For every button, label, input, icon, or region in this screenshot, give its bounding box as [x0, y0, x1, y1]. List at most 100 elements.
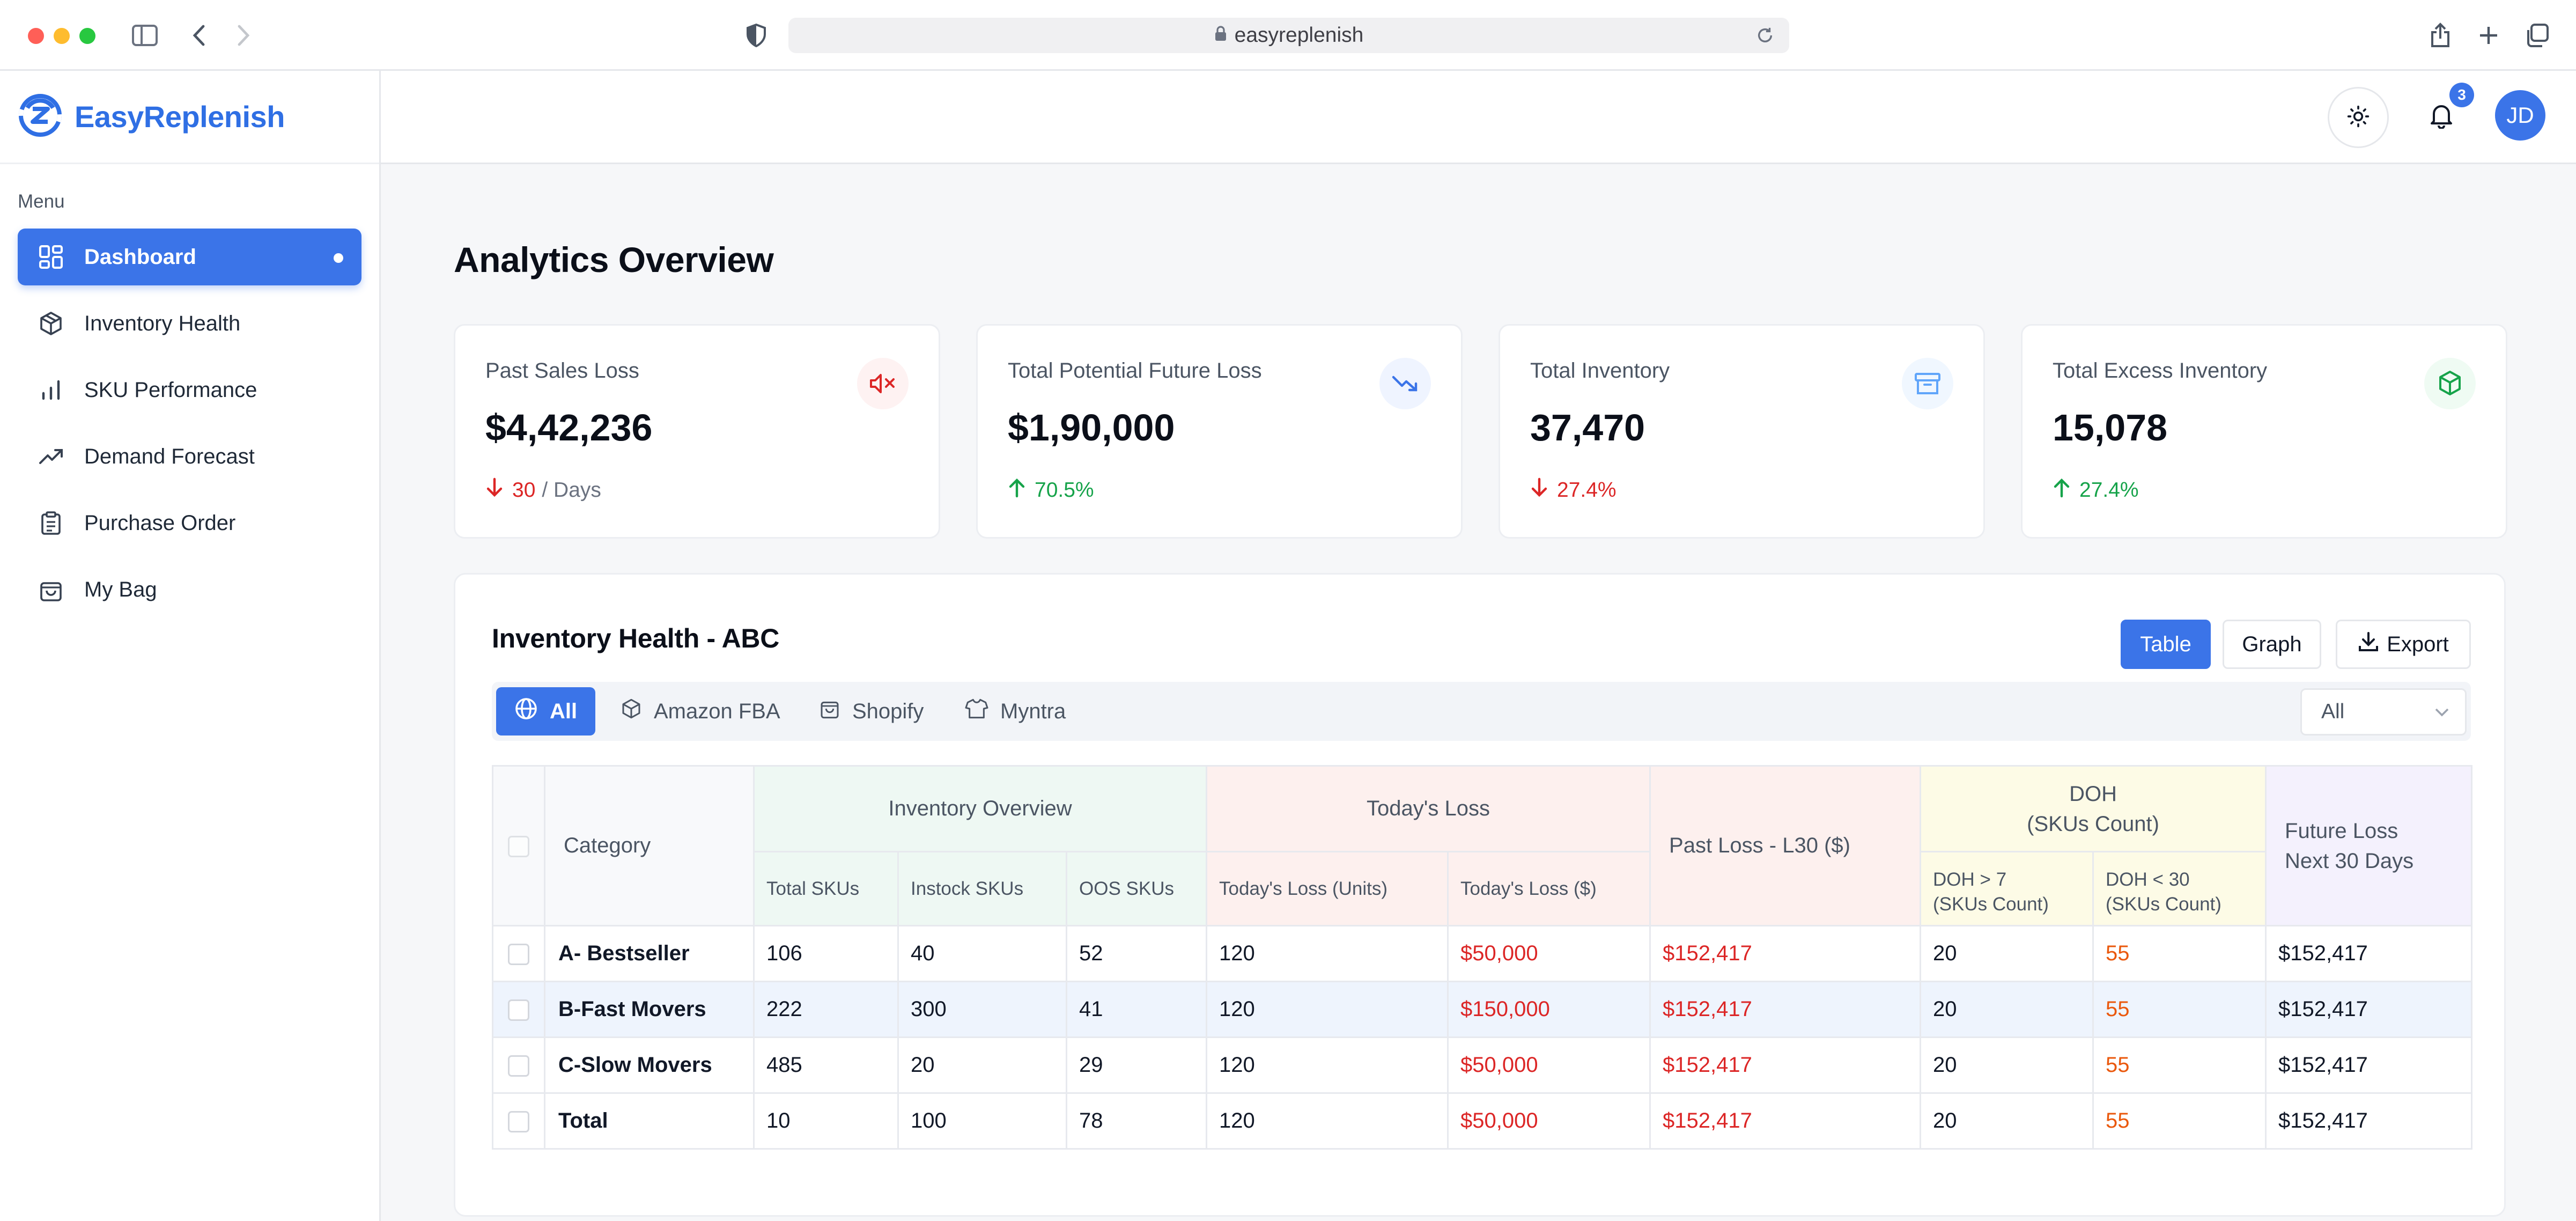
cell-total-skus: 485: [753, 1036, 899, 1094]
table-row[interactable]: A- Bestseller 106 40 52 120 $50,000 $152…: [492, 925, 2473, 982]
header-future-loss[interactable]: Future Loss Next 30 Days: [2265, 765, 2473, 926]
notifications-button[interactable]: [2419, 94, 2464, 139]
tab-amazon-fba[interactable]: Amazon FBA: [602, 687, 799, 735]
sidebar-item-my-bag[interactable]: My Bag: [18, 561, 361, 618]
kpi-label: Total Inventory: [1530, 359, 1670, 383]
select-all-checkbox[interactable]: [508, 836, 529, 858]
cell-doh-gt7: 20: [1920, 1092, 2094, 1150]
export-button[interactable]: Export: [2336, 620, 2471, 669]
cell-loss-units: 120: [1206, 1036, 1449, 1094]
minimize-window-button[interactable]: [54, 28, 70, 44]
theme-toggle-button[interactable]: [2328, 87, 2389, 148]
new-tab-icon[interactable]: [2472, 19, 2505, 52]
logo-icon: [18, 93, 63, 141]
sidebar-item-sku-performance[interactable]: SKU Performance: [18, 362, 361, 418]
tab-label: Shopify: [852, 699, 924, 723]
forward-icon[interactable]: [228, 19, 260, 52]
cell-past-loss: $152,417: [1649, 1036, 1922, 1094]
header-future-line1: Future Loss: [2285, 819, 2398, 843]
brand-logo[interactable]: EasyReplenish: [0, 71, 379, 164]
cell-instock: 20: [897, 1036, 1067, 1094]
privacy-shield-icon[interactable]: [740, 19, 772, 52]
kpi-trend-suffix: / Days: [542, 479, 601, 502]
sidebar-item-dashboard[interactable]: Dashboard: [18, 229, 361, 285]
header-doh-lt30[interactable]: DOH < 30 (SKUs Count): [2092, 851, 2267, 926]
cell-category: A- Bestseller: [544, 925, 755, 982]
cell-doh-gt7: 20: [1920, 925, 2094, 982]
tab-myntra[interactable]: Myntra: [947, 687, 1084, 735]
bag-icon: [37, 576, 65, 604]
cell-loss-dollar: $150,000: [1447, 981, 1651, 1038]
row-checkbox[interactable]: [508, 999, 529, 1021]
sidebar-item-label: Inventory Health: [84, 311, 241, 335]
cell-oos: 41: [1065, 981, 1208, 1038]
share-icon[interactable]: [2424, 19, 2456, 52]
header-total-skus[interactable]: Total SKUs: [753, 851, 899, 926]
package-icon: [2424, 358, 2476, 409]
header-doh-gt7[interactable]: DOH > 7 (SKUs Count): [1920, 851, 2094, 926]
header-oos-skus[interactable]: OOS SKUs: [1065, 851, 1208, 926]
maximize-window-button[interactable]: [79, 28, 95, 44]
sidebar-toggle-icon[interactable]: [129, 19, 161, 52]
menu-label: Menu: [18, 191, 65, 212]
row-checkbox[interactable]: [508, 1111, 529, 1133]
address-bar[interactable]: easyreplenish: [788, 18, 1789, 53]
table-view-button[interactable]: Table: [2121, 620, 2211, 669]
bell-icon: [2430, 103, 2453, 131]
download-icon: [2358, 631, 2387, 658]
select-all-cell: [492, 765, 545, 926]
shirt-icon: [965, 698, 1000, 725]
cell-oos: 29: [1065, 1036, 1208, 1094]
sidebar-item-purchase-order[interactable]: Purchase Order: [18, 495, 361, 551]
table-row[interactable]: B-Fast Movers 222 300 41 120 $150,000 $1…: [492, 981, 2473, 1038]
channel-tabs: All Amazon FBA Shopify Myntra All: [492, 682, 2471, 741]
cell-doh-gt7: 20: [1920, 981, 2094, 1038]
tab-overview-icon[interactable]: [2521, 19, 2553, 52]
cell-past-loss: $152,417: [1649, 1092, 1922, 1150]
box-icon: [621, 698, 654, 725]
kpi-card-excess-inventory: Total Excess Inventory 15,078 27.4%: [2021, 324, 2507, 539]
sidebar-item-demand-forecast[interactable]: Demand Forecast: [18, 428, 361, 485]
kpi-trend-value: 70.5%: [1035, 479, 1094, 502]
table-row[interactable]: C-Slow Movers 485 20 29 120 $50,000 $152…: [492, 1036, 2473, 1094]
page-title: Analytics Overview: [454, 240, 774, 279]
header-todays-loss-dollar[interactable]: Today's Loss ($): [1447, 851, 1651, 926]
header-doh-lt30-line1: DOH < 30: [2106, 869, 2190, 890]
cell-total-skus: 10: [753, 1092, 899, 1150]
cell-future-loss: $152,417: [2265, 925, 2473, 982]
sidebar-item-label: Purchase Order: [84, 511, 236, 535]
close-window-button[interactable]: [28, 28, 44, 44]
header-todays-loss-units[interactable]: Today's Loss (Units): [1206, 851, 1449, 926]
sidebar-item-label: SKU Performance: [84, 378, 257, 402]
kpi-value: $1,90,000: [1008, 407, 1175, 448]
header-instock-skus[interactable]: Instock SKUs: [897, 851, 1067, 926]
kpi-trend-value: 27.4%: [2079, 479, 2139, 502]
tab-label: All: [550, 699, 578, 723]
row-checkbox[interactable]: [508, 944, 529, 966]
cell-loss-units: 120: [1206, 981, 1449, 1038]
header-doh-line1: DOH: [2069, 782, 2117, 806]
user-avatar[interactable]: JD: [2495, 90, 2545, 141]
cell-instock: 40: [897, 925, 1067, 982]
header-doh: DOH (SKUs Count): [1920, 765, 2267, 852]
tab-all[interactable]: All: [496, 687, 596, 735]
kpi-label: Total Excess Inventory: [2053, 359, 2268, 383]
graph-view-button[interactable]: Graph: [2223, 620, 2321, 669]
kpi-trend-value: 30: [512, 479, 536, 502]
header-category[interactable]: Category: [544, 765, 755, 926]
channel-filter-select[interactable]: All: [2300, 688, 2467, 735]
cell-past-loss: $152,417: [1649, 981, 1922, 1038]
globe-icon: [514, 697, 550, 726]
sidebar: EasyReplenish Menu Dashboard Inventory H…: [0, 71, 381, 1221]
tab-shopify[interactable]: Shopify: [801, 687, 942, 735]
row-checkbox[interactable]: [508, 1055, 529, 1077]
row-select-cell: [492, 925, 545, 982]
header-past-loss[interactable]: Past Loss - L30 ($): [1649, 765, 1922, 926]
reload-icon[interactable]: [1756, 26, 1774, 50]
sidebar-item-label: My Bag: [84, 577, 157, 601]
cell-loss-units: 120: [1206, 925, 1449, 982]
table-row-total[interactable]: Total 10 100 78 120 $50,000 $152,417 20 …: [492, 1092, 2473, 1150]
kpi-label: Total Potential Future Loss: [1008, 359, 1262, 383]
sidebar-item-inventory-health[interactable]: Inventory Health: [18, 295, 361, 352]
back-icon[interactable]: [182, 19, 215, 52]
